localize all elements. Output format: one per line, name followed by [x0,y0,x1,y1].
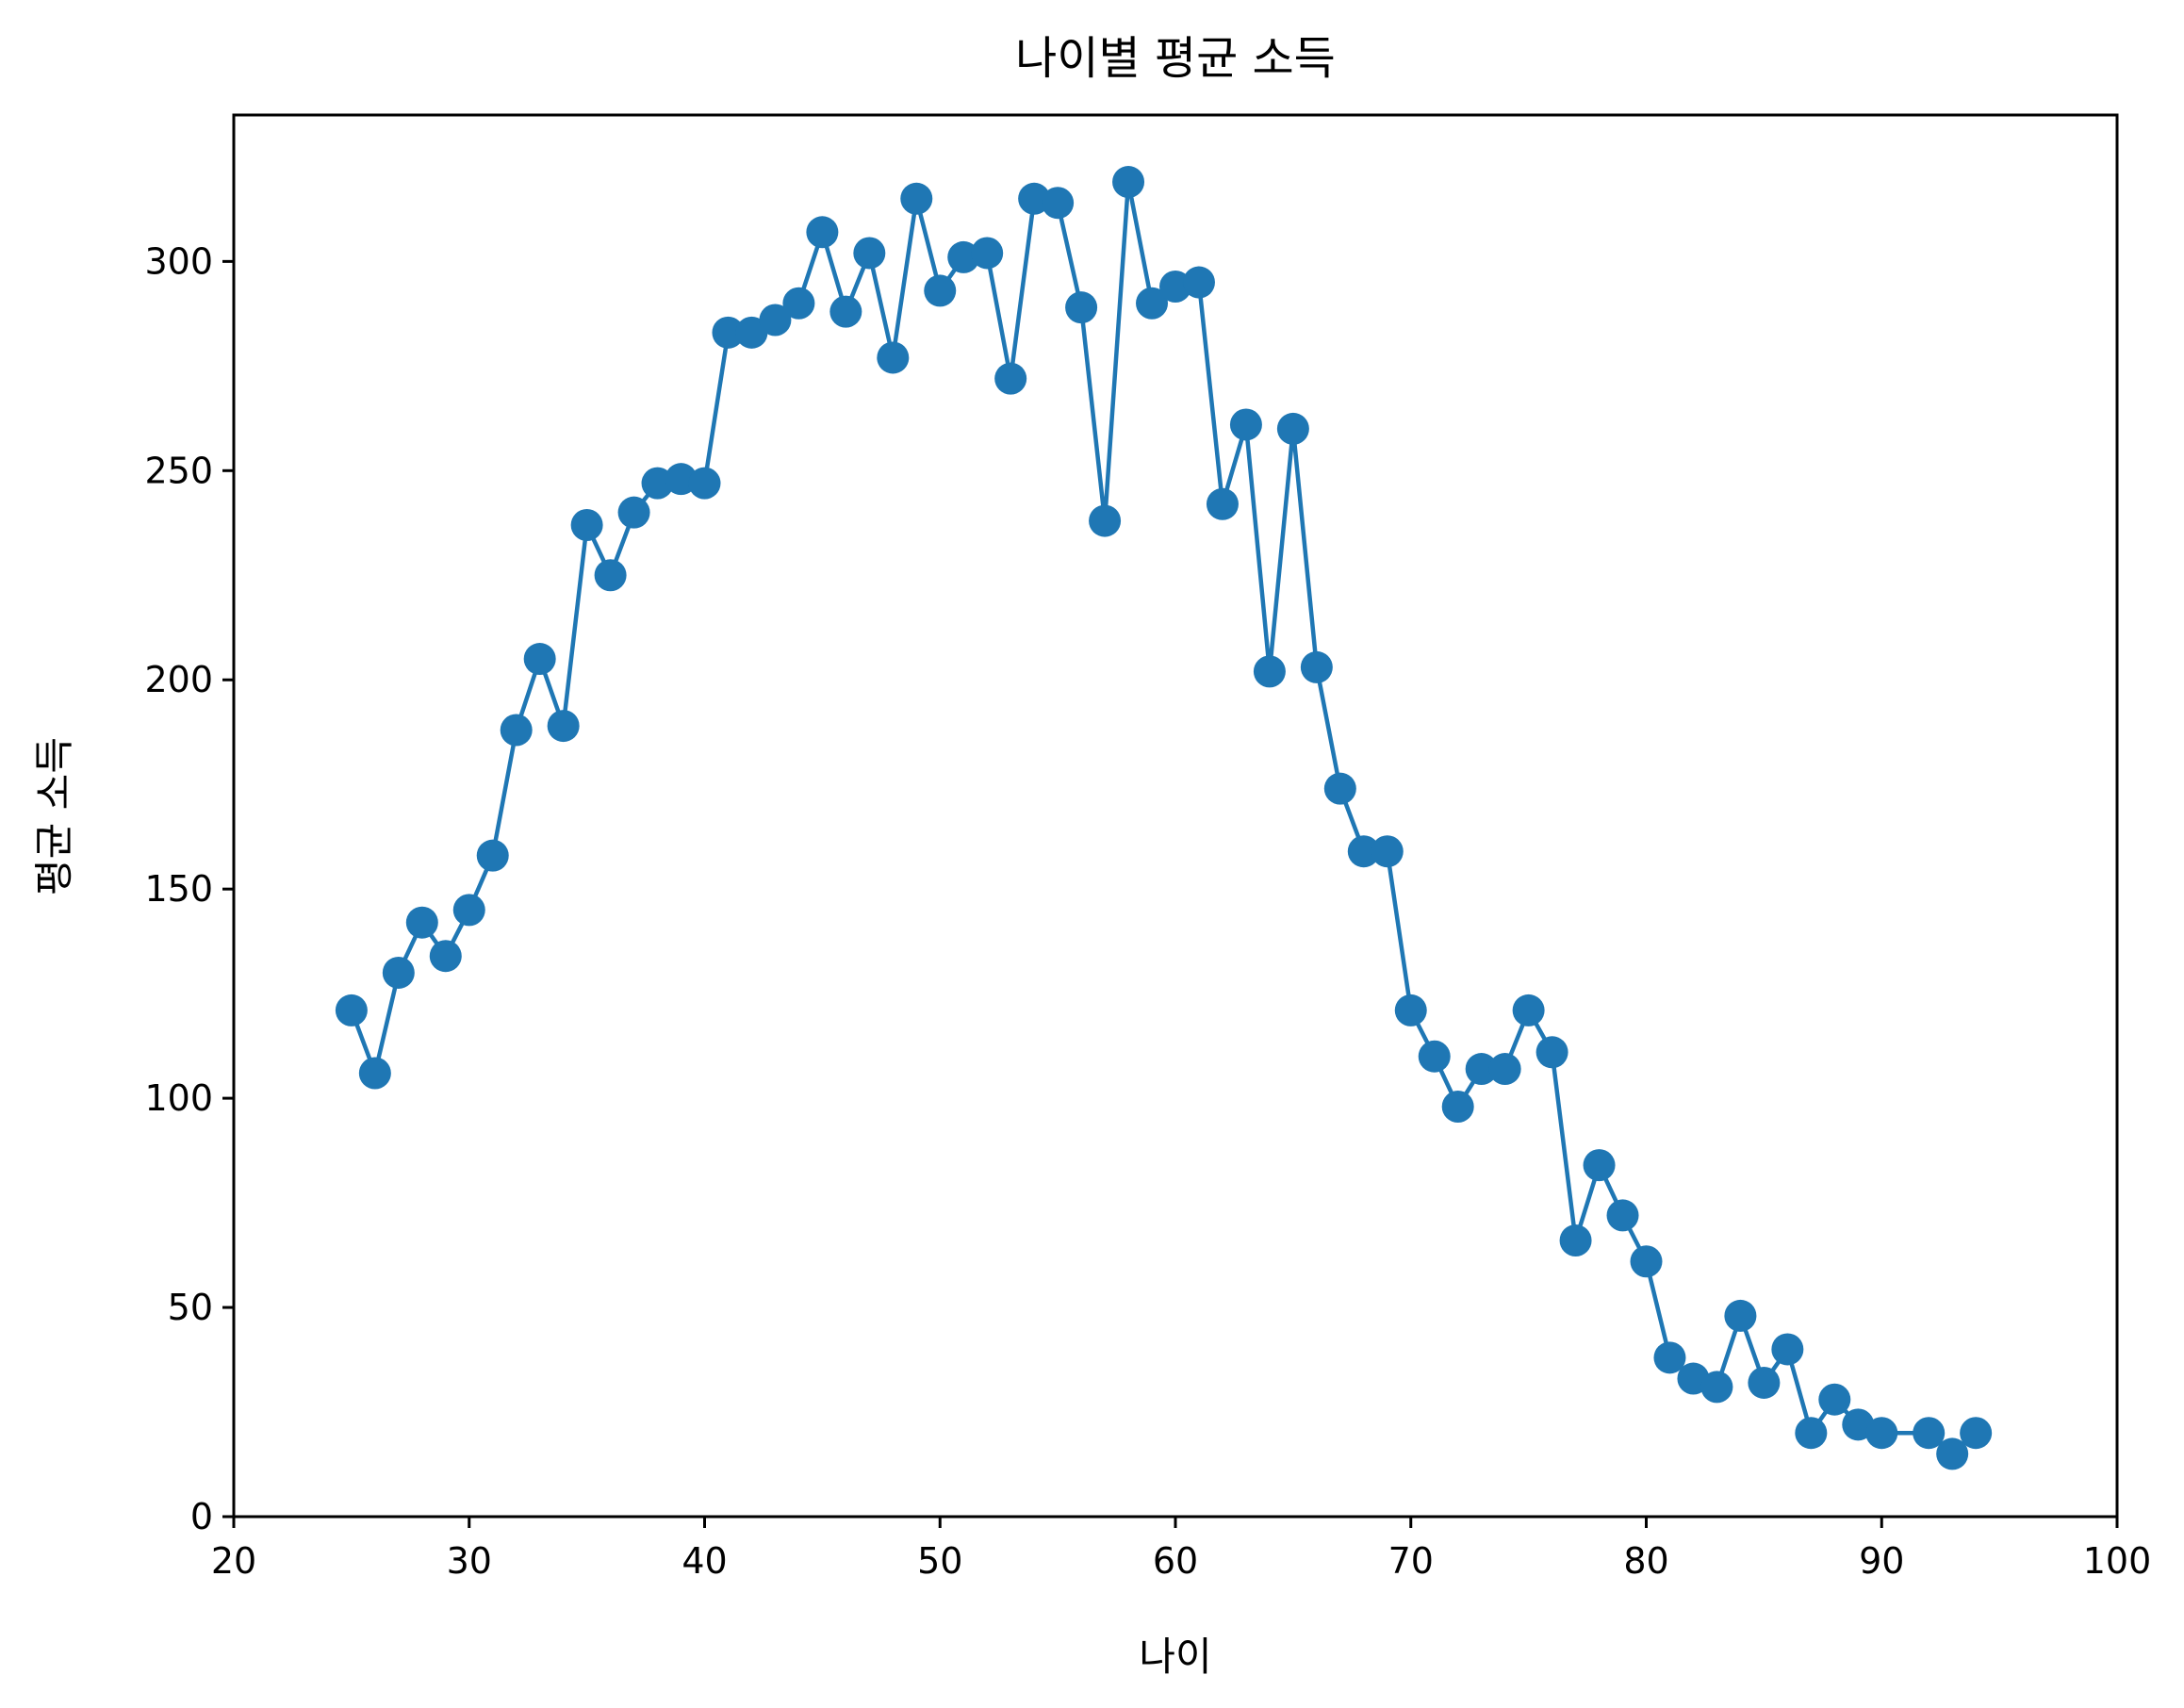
data-point [1347,835,1380,868]
data-point [1512,994,1545,1026]
data-point [1700,1371,1733,1404]
data-point [1182,266,1215,299]
data-point [735,316,768,349]
data-point [1229,408,1262,441]
y-tick-label: 300 [144,240,213,282]
data-point [853,237,886,270]
data-point [1960,1417,1993,1450]
data-point [1253,655,1286,688]
data-point [994,362,1027,395]
x-axis-label: 나이 [1139,1634,1211,1680]
data-point [1371,835,1404,868]
plot-area [232,113,2119,1519]
data-point [900,182,933,215]
data-point [382,956,415,989]
data-point [429,940,462,973]
data-point [782,287,815,320]
data-point [1936,1437,1969,1470]
data-point [688,467,721,500]
data-point [1206,487,1239,520]
y-tick-label: 100 [144,1077,213,1119]
x-tick-label: 70 [1388,1540,1434,1582]
x-tick-label: 40 [681,1540,727,1582]
data-point [1276,412,1309,445]
data-point [1771,1333,1804,1366]
x-tick-label: 60 [1153,1540,1198,1582]
chart-title: 나이별 평균 소득 [1015,32,1336,85]
x-tick-label: 20 [211,1540,256,1582]
x-axis-ticks: 20 30 40 50 60 70 80 90 100 [211,1517,2151,1582]
data-point [358,1057,391,1090]
data-point [1418,1040,1451,1073]
x-tick-label: 50 [917,1540,962,1582]
data-point [1042,187,1075,220]
data-point [452,894,485,927]
series-line [349,179,1978,1456]
data-point [476,839,509,872]
x-tick-label: 90 [1859,1540,1904,1582]
data-point [1535,1036,1568,1069]
data-point [971,237,1004,270]
data-point [1465,1053,1498,1086]
data-point [1913,1417,1946,1450]
y-tick-label: 0 [190,1496,213,1537]
data-point [1065,291,1098,324]
data-point [1653,1341,1686,1374]
y-axis-ticks: 0 50 100 150 200 250 300 [144,240,234,1537]
data-point [806,216,839,249]
data-point [405,906,438,939]
data-point [1488,1053,1521,1086]
data-point [335,994,368,1026]
data-point [1630,1245,1663,1278]
y-tick-label: 200 [144,659,213,700]
data-point [1394,994,1427,1026]
x-tick-label: 100 [2083,1540,2152,1582]
data-point [1724,1299,1757,1332]
data-point [617,496,650,529]
series-layer [335,166,1993,1470]
x-tick-label: 30 [447,1540,492,1582]
data-point [1441,1090,1474,1123]
data-point [1136,287,1169,320]
data-point [547,710,580,743]
data-point [1112,166,1145,199]
data-point [570,509,603,542]
data-point [1606,1199,1639,1232]
y-tick-label: 150 [144,868,213,910]
data-point [523,643,556,676]
data-point [712,316,745,349]
data-point [924,274,957,307]
data-point [1583,1149,1616,1182]
data-point [1748,1366,1781,1399]
data-point [1818,1383,1851,1416]
data-point [1300,650,1333,683]
data-point [1323,772,1356,805]
data-point [1089,504,1122,537]
data-point [1559,1224,1592,1257]
x-tick-label: 80 [1623,1540,1668,1582]
y-axis-label: 평균 소득 [31,737,77,895]
y-tick-label: 250 [144,450,213,491]
data-point [759,304,792,337]
data-point [829,295,862,328]
y-tick-label: 50 [168,1287,213,1328]
data-point [500,714,533,747]
data-point [1865,1417,1898,1450]
data-point [1795,1417,1828,1450]
data-point [877,341,910,374]
data-point [594,559,627,592]
